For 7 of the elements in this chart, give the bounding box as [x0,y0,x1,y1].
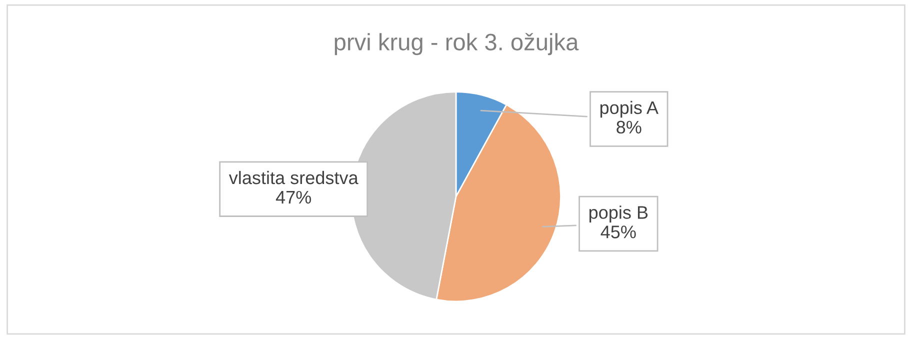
slice-label: popis A [600,100,658,118]
data-label: 47% [276,190,312,204]
data-label: 8% [616,120,642,134]
data-label: 45% [600,226,636,238]
slice-label: popis B [589,206,648,222]
slice-label: vlastita sredstva [228,170,358,184]
chart-title: prvi krug - rok 3. ožujka [334,33,579,56]
